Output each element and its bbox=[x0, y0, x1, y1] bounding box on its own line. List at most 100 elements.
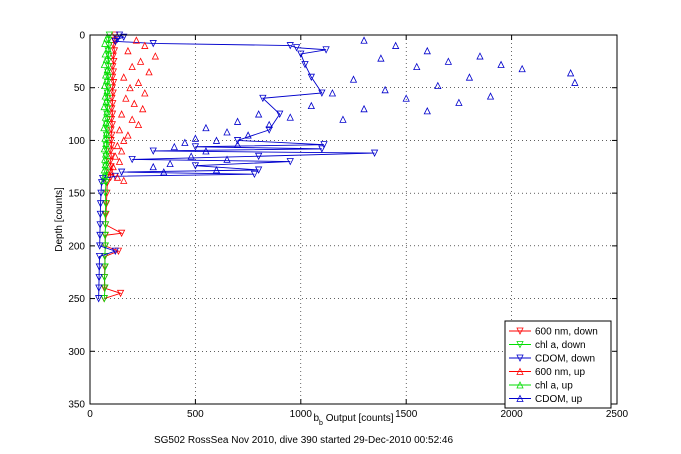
data-point bbox=[100, 123, 108, 132]
data-point bbox=[233, 137, 242, 145]
x-axis-label: bb Output [counts] bbox=[313, 413, 393, 427]
data-point bbox=[265, 126, 273, 134]
data-point bbox=[191, 162, 200, 170]
data-point bbox=[108, 110, 117, 118]
data-point bbox=[297, 50, 305, 58]
data-point bbox=[465, 73, 474, 81]
legend-box bbox=[504, 320, 612, 409]
data-point bbox=[101, 221, 110, 229]
data-point bbox=[328, 89, 337, 97]
data-point bbox=[110, 57, 118, 66]
data-point bbox=[109, 89, 117, 97]
data-point bbox=[360, 36, 368, 44]
data-point bbox=[109, 100, 117, 108]
data-point bbox=[108, 94, 116, 103]
x-tick-label: 2000 bbox=[500, 409, 523, 420]
data-point bbox=[100, 102, 108, 111]
data-point bbox=[117, 110, 126, 118]
data-point bbox=[444, 57, 453, 65]
data-point bbox=[212, 166, 221, 174]
data-layer bbox=[94, 31, 579, 303]
data-point bbox=[96, 221, 104, 229]
data-point bbox=[102, 200, 110, 208]
data-point bbox=[102, 55, 111, 63]
data-point bbox=[100, 295, 108, 303]
y-tick-label: 100 bbox=[68, 136, 85, 147]
data-point bbox=[103, 34, 111, 42]
data-point bbox=[286, 158, 294, 166]
data-point bbox=[128, 115, 136, 123]
data-point bbox=[120, 33, 128, 42]
legend-entry: chl a, up bbox=[535, 381, 573, 392]
data-point bbox=[100, 81, 109, 90]
data-point bbox=[191, 143, 200, 151]
y-tick-label: 50 bbox=[74, 83, 86, 94]
legend-swatch-marker bbox=[516, 327, 524, 335]
data-point bbox=[103, 89, 111, 97]
data-point bbox=[104, 105, 112, 113]
data-point bbox=[109, 42, 118, 50]
x-axis-label-rest: Output [counts] bbox=[323, 413, 394, 424]
data-point bbox=[120, 73, 128, 81]
data-point bbox=[370, 149, 379, 157]
data-point bbox=[117, 229, 126, 238]
legend-entry: chl a, down bbox=[535, 340, 586, 351]
x-tick-label: 1000 bbox=[290, 409, 313, 420]
data-point bbox=[102, 139, 110, 147]
data-point bbox=[250, 170, 259, 179]
data-point bbox=[100, 176, 108, 184]
y-tick-label: 300 bbox=[68, 347, 85, 358]
data-point bbox=[96, 200, 105, 208]
data-point bbox=[170, 142, 178, 151]
legend: 600 nm, down chl a, down CDOM, down 600 nm,… bbox=[504, 320, 612, 409]
data-point bbox=[107, 137, 115, 145]
data-point bbox=[151, 52, 159, 60]
data-point bbox=[259, 94, 267, 103]
data-point bbox=[109, 68, 118, 76]
series-line bbox=[98, 34, 375, 299]
data-point bbox=[101, 160, 109, 169]
data-point bbox=[103, 108, 111, 116]
data-point bbox=[160, 168, 168, 176]
data-point bbox=[101, 210, 109, 219]
data-point bbox=[223, 128, 231, 136]
data-point bbox=[122, 94, 130, 102]
data-point bbox=[111, 247, 119, 256]
data-point bbox=[94, 295, 103, 303]
data-point bbox=[307, 73, 315, 82]
data-point bbox=[486, 92, 495, 100]
x-axis-label-sub: b bbox=[319, 420, 323, 427]
data-point bbox=[134, 78, 143, 86]
data-point bbox=[202, 147, 210, 155]
legend-swatch-marker bbox=[516, 394, 524, 402]
data-point bbox=[109, 79, 118, 87]
data-point bbox=[105, 52, 113, 60]
data-point bbox=[102, 142, 110, 150]
data-point bbox=[402, 94, 410, 102]
data-point bbox=[166, 159, 174, 168]
data-point bbox=[101, 171, 109, 179]
x-axis-label-main: b bbox=[313, 413, 319, 424]
data-point bbox=[104, 84, 112, 92]
y-tick-label: 0 bbox=[79, 31, 85, 42]
data-point bbox=[115, 157, 124, 165]
data-point bbox=[107, 115, 116, 124]
data-point bbox=[108, 105, 116, 113]
data-point bbox=[106, 158, 114, 166]
data-point bbox=[254, 110, 263, 118]
x-tick-label: 1500 bbox=[395, 409, 418, 420]
data-point bbox=[124, 131, 132, 139]
data-point bbox=[149, 147, 157, 155]
data-point bbox=[139, 104, 147, 113]
data-point bbox=[244, 131, 252, 139]
data-point bbox=[116, 289, 125, 298]
data-point bbox=[276, 110, 284, 118]
data-point bbox=[191, 134, 200, 142]
data-point bbox=[141, 89, 149, 97]
data-point bbox=[318, 89, 326, 97]
data-point bbox=[141, 41, 149, 49]
axis-ticks: 0 500 1000 1500 2000 2500 0 50 100 150 200 250 300 35… bbox=[68, 31, 628, 421]
data-point bbox=[95, 284, 103, 292]
data-point bbox=[254, 152, 263, 161]
